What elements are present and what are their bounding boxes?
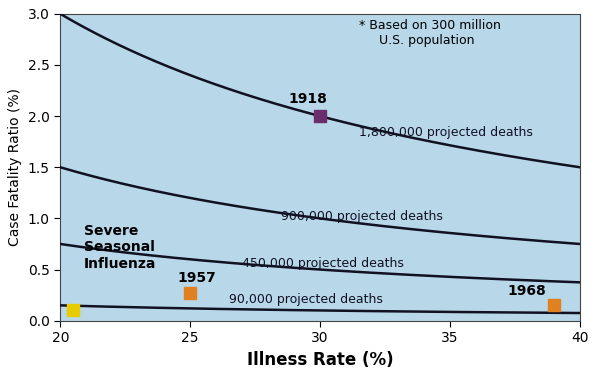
Text: Severe
Seasonal
Influenza: Severe Seasonal Influenza [84,224,156,271]
Text: 1918: 1918 [289,92,328,106]
Text: 450,000 projected deaths: 450,000 projected deaths [242,257,404,270]
Text: 900,000 projected deaths: 900,000 projected deaths [281,210,443,223]
Point [315,113,325,119]
Text: 1957: 1957 [177,271,216,285]
Y-axis label: Case Fatality Ratio (%): Case Fatality Ratio (%) [8,88,22,246]
Text: 1968: 1968 [507,284,546,298]
Text: 90,000 projected deaths: 90,000 projected deaths [229,293,383,306]
Text: 1,800,000 projected deaths: 1,800,000 projected deaths [359,126,533,139]
X-axis label: Illness Rate (%): Illness Rate (%) [247,351,393,369]
Text: * Based on 300 million
     U.S. population: * Based on 300 million U.S. population [359,19,501,47]
Point [186,290,195,296]
Point [69,308,78,314]
Point [549,302,559,308]
